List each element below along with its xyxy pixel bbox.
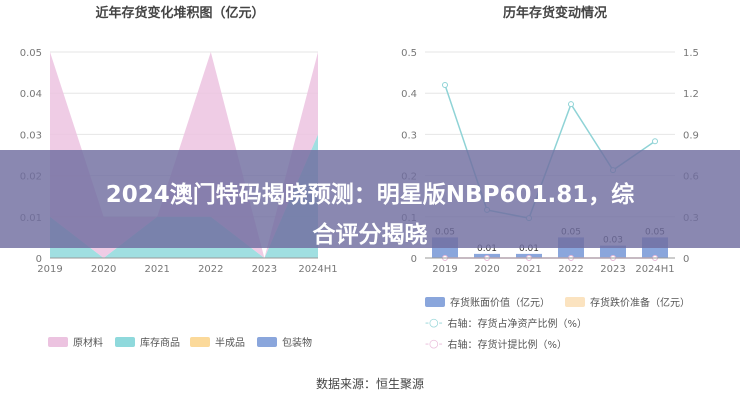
- legend-line-icon: -○-: [425, 316, 443, 329]
- x-tick-label: 2022: [558, 264, 583, 275]
- legend-swatch: [565, 296, 585, 307]
- x-tick-label: 2024H1: [298, 264, 337, 275]
- y-left-tick-label: 0: [411, 254, 417, 265]
- left-chart-title: 近年存货变化堆积图（亿元）: [95, 5, 264, 21]
- legend-item[interactable]: 存货跌价准备（亿元）: [565, 294, 690, 309]
- legend-label: 半成品: [215, 338, 245, 349]
- y-left-tick-label: 0.3: [401, 130, 417, 141]
- headline-line2: 合评分揭晓: [312, 222, 428, 248]
- legend-swatch: [257, 336, 277, 347]
- legend-item[interactable]: 半成品: [190, 334, 245, 349]
- legend-swatch: [48, 336, 68, 347]
- bar-label: 0.01: [477, 244, 497, 254]
- data-source: 数据来源：恒生聚源: [315, 377, 424, 391]
- legend-swatch: [190, 336, 210, 347]
- legend-label: 右轴：存货计提比例（%）: [447, 340, 568, 351]
- x-tick-label: 2023: [600, 264, 625, 275]
- legend-item[interactable]: 包装物: [257, 334, 312, 349]
- x-tick-label: 2021: [516, 264, 541, 275]
- y-tick-label: 0.03: [20, 130, 42, 141]
- legend-label: 存货账面价值（亿元）: [450, 298, 550, 309]
- legend-item[interactable]: -○- 右轴：存货占净资产比例（%）: [425, 315, 587, 330]
- x-tick-label: 2024H1: [635, 264, 674, 275]
- line-point: [442, 81, 448, 88]
- headline-line1: 2024澳门特码揭晓预测：明星版NBP601.81，综: [105, 182, 635, 208]
- legend-item[interactable]: 存货账面价值（亿元）: [425, 294, 550, 309]
- y-tick-label: 0: [36, 254, 42, 265]
- right-chart-title: 历年存货变动情况: [503, 5, 607, 21]
- legend-label: 库存商品: [140, 338, 180, 349]
- legend-label: 包装物: [282, 338, 312, 349]
- legend-item[interactable]: 原材料: [48, 334, 103, 349]
- x-tick-label: 2020: [474, 264, 499, 275]
- y-left-tick-label: 0.4: [401, 89, 417, 100]
- legend-label: 存货跌价准备（亿元）: [590, 298, 690, 309]
- line-point: [568, 101, 574, 108]
- x-tick-label: 2019: [432, 264, 457, 275]
- line-point: [652, 138, 658, 145]
- x-tick-label: 2021: [144, 264, 169, 275]
- bar-label: 0.01: [519, 244, 539, 254]
- y-tick-label: 0.04: [20, 89, 42, 100]
- x-tick-label: 2022: [198, 264, 223, 275]
- legend-item[interactable]: -○- 右轴：存货计提比例（%）: [425, 336, 567, 351]
- bar: [600, 245, 626, 258]
- x-tick-label: 2020: [91, 264, 116, 275]
- legend-label: 原材料: [73, 338, 103, 349]
- y-right-tick-label: 1.5: [683, 48, 699, 59]
- y-left-tick-label: 0.5: [401, 48, 417, 59]
- legend-swatch: [425, 296, 445, 307]
- y-right-tick-label: 0.9: [683, 130, 699, 141]
- headline-banner: 2024澳门特码揭晓预测：明星版NBP601.81，综 合评分揭晓: [0, 150, 740, 248]
- legend-item[interactable]: 库存商品: [115, 334, 180, 349]
- y-right-tick-label: 0: [683, 254, 689, 265]
- x-tick-label: 2019: [37, 264, 62, 275]
- legend-swatch: [115, 336, 135, 347]
- y-tick-label: 0.05: [20, 48, 42, 59]
- legend-line-icon: -○-: [425, 337, 443, 350]
- y-right-tick-label: 1.2: [683, 89, 699, 100]
- legend-label: 右轴：存货占净资产比例（%）: [447, 319, 588, 330]
- x-tick-label: 2023: [252, 264, 277, 275]
